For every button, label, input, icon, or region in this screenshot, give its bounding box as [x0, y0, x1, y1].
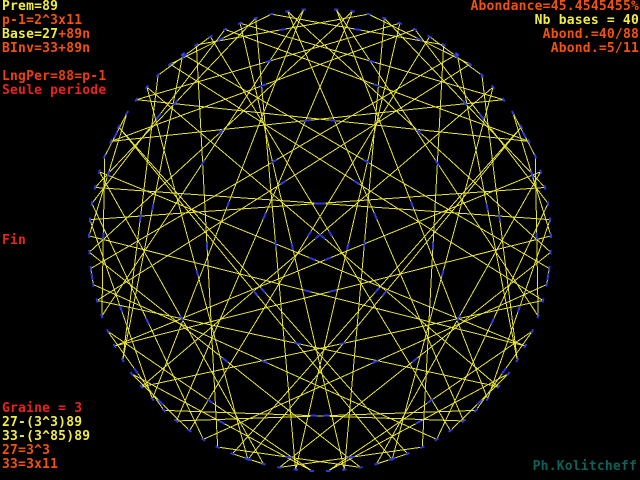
base-modulus-suffix: +89n [58, 27, 91, 42]
end-label: Fin [2, 233, 27, 248]
num-bases-label: Nb bases = 40 [534, 13, 639, 28]
period-length-label: LngPer=88=p-1 [2, 69, 107, 84]
abundance-reduced: Abond.=5/11 [550, 41, 639, 56]
congruence1-label: 27-(3^3)89 [2, 415, 83, 430]
single-period-label: Seule periode [2, 83, 107, 98]
factorization-label: p-1=2^3x11 [2, 13, 83, 28]
author-signature: Ph.Kolitcheff [532, 459, 637, 474]
equation1-label: 27=3^3 [2, 443, 51, 458]
congruence2-label: 33-(3^85)89 [2, 429, 91, 444]
abundance-fraction: Abond.=40/88 [542, 27, 639, 42]
prime-label: Prem=89 [2, 0, 59, 14]
base-value: Base=27 [2, 27, 59, 42]
base-inverse-label: BInv=33+89n [2, 41, 91, 56]
equation2-label: 33=3x11 [2, 457, 59, 472]
abundance-label: Abondance=45.4545455% [470, 0, 639, 14]
base-label: Base=27+89n [2, 27, 91, 42]
seed-label: Graine = 3 [2, 401, 83, 416]
